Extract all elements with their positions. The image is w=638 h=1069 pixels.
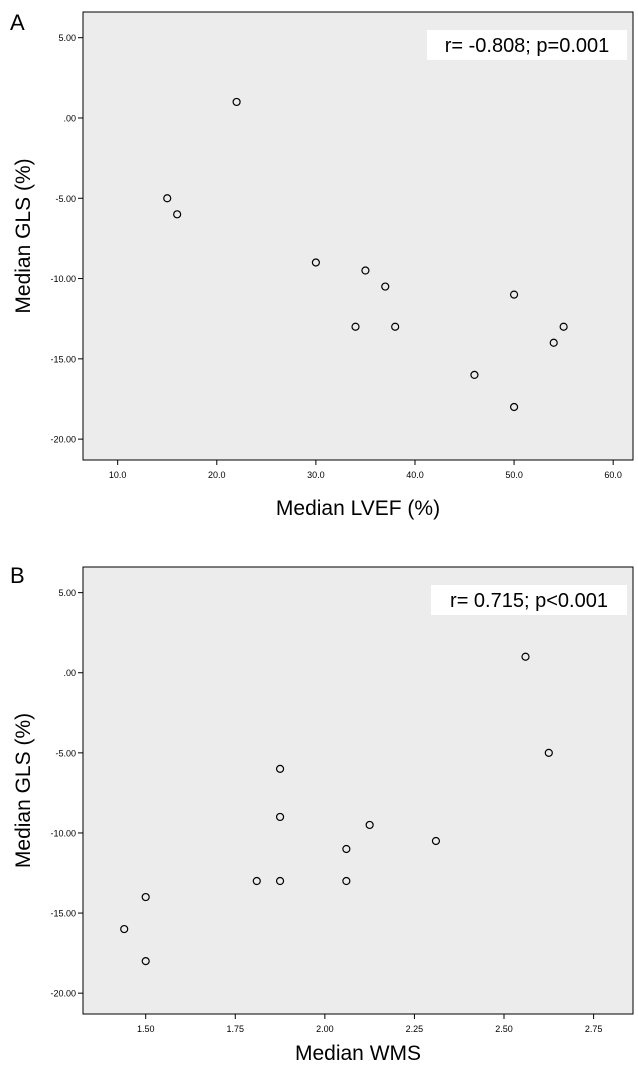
correlation-annotation: r= 0.715; p<0.001	[450, 590, 608, 612]
data-point	[509, 290, 519, 299]
data-point	[351, 322, 360, 331]
x-axis-label: Median WMS	[295, 1042, 421, 1065]
data-point	[342, 876, 351, 886]
data-point	[549, 338, 558, 347]
y-tick-label: -15.00	[50, 354, 76, 364]
y-tick-label: -15.00	[50, 909, 76, 919]
data-point	[431, 836, 441, 846]
panel-label: B	[10, 563, 25, 588]
data-point	[391, 322, 400, 331]
y-tick-label: -20.00	[50, 435, 76, 445]
scatter-panel-b: B 5.00 .00 -5.00 -10.00 -15.00 -20.00 1.50 1.75 2…	[0, 555, 638, 1069]
data-point	[544, 748, 553, 757]
x-tick-label: 50.0	[505, 470, 523, 480]
data-point	[470, 370, 479, 379]
x-tick-label: 1.50	[137, 1024, 155, 1034]
x-tick-label: 1.75	[227, 1024, 245, 1034]
x-tick-label: 2.75	[585, 1024, 603, 1034]
data-point	[232, 97, 241, 107]
annotation-box	[431, 585, 627, 615]
data-point	[311, 258, 320, 267]
data-point	[275, 876, 285, 886]
scatter-panel-a: A 5.00 .00 -5.00 -10.00 -15.00 -20.00 10.0 20.0 3…	[0, 0, 638, 530]
y-tick-label: -10.00	[50, 274, 76, 284]
data-point	[173, 210, 182, 219]
y-tick-label: -10.00	[50, 828, 76, 838]
correlation-annotation: r= -0.808; p=0.001	[445, 35, 610, 57]
scatter-chart-a: A 5.00 .00 -5.00 -10.00 -15.00 -20.00 10.0 20.0 3…	[10, 10, 634, 520]
data-point	[275, 812, 285, 822]
data-point	[252, 876, 261, 886]
plot-area	[82, 11, 634, 461]
panel-label: A	[10, 10, 25, 35]
x-tick-label: 20.0	[208, 470, 226, 480]
data-point	[381, 282, 390, 291]
y-tick-label: 5.00	[58, 33, 76, 43]
x-tick-label: 2.25	[406, 1024, 424, 1034]
data-point	[275, 764, 285, 773]
x-axis-label: Median LVEF (%)	[276, 497, 440, 520]
x-tick-label: 10.0	[109, 470, 127, 480]
data-point	[361, 266, 370, 275]
x-tick-label: 60.0	[604, 470, 622, 480]
annotation-box	[427, 30, 627, 60]
y-tick-label: .00	[63, 668, 76, 678]
y-tick-label: 5.00	[58, 588, 76, 598]
x-tick-label: 40.0	[406, 470, 424, 480]
data-point	[120, 924, 129, 934]
data-point	[141, 892, 150, 902]
data-point	[509, 402, 519, 412]
data-point	[521, 652, 530, 661]
y-axis-label: Median GLS (%)	[12, 713, 35, 868]
x-tick-label: 30.0	[307, 470, 325, 480]
data-point	[163, 194, 172, 203]
x-tick-label: 2.50	[495, 1024, 513, 1034]
y-tick-label: -20.00	[50, 989, 76, 999]
scatter-chart-b: B 5.00 .00 -5.00 -10.00 -15.00 -20.00 1.50 1.75 2…	[10, 563, 634, 1065]
y-tick-label: -5.00	[55, 748, 76, 758]
data-point	[365, 820, 374, 830]
x-tick-label: 2.00	[316, 1024, 334, 1034]
plot-area	[82, 566, 634, 1015]
y-axis-label: Median GLS (%)	[12, 158, 35, 313]
y-tick-label: .00	[63, 113, 76, 123]
data-point	[559, 322, 568, 331]
y-tick-label: -5.00	[55, 194, 76, 204]
data-point	[141, 957, 150, 966]
data-point	[342, 844, 351, 854]
